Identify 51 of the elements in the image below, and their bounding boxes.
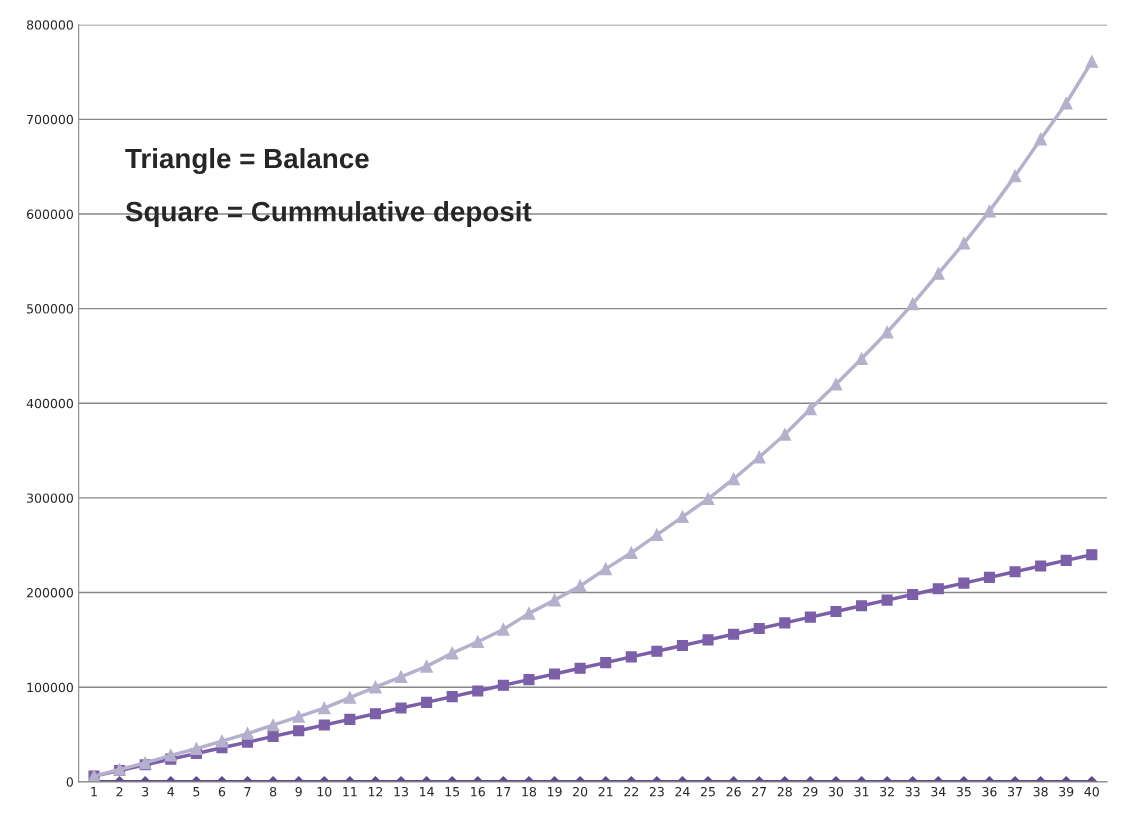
x-tick-label: 40 [1084,786,1099,797]
x-tick-label: 7 [244,787,251,797]
x-tick-label: 26 [726,786,741,797]
x-tick-label: 21 [598,786,613,797]
x-tick-label: 23 [649,786,664,797]
x-tick-label: 30 [828,786,844,797]
y-tick-label: 100000 [27,682,73,693]
x-tick-label: 4 [167,787,175,797]
x-tick-label: 6 [218,786,226,797]
y-tick-label: 500000 [27,304,73,314]
x-tick-label: 8 [269,786,277,797]
y-tick-label: 0 [66,777,73,787]
x-tick-label: 32 [880,786,894,797]
x-tick-label: 35 [956,786,971,797]
y-tick-label: 200000 [27,588,73,598]
x-tick-label: 24 [675,786,690,797]
x-tick-label: 38 [1033,786,1048,797]
x-tick-label: 29 [803,786,818,797]
x-tick-label: 9 [295,786,302,797]
x-tick-label: 11 [343,787,357,797]
x-tick-label: 25 [701,786,715,797]
x-tick-label: 20 [573,786,588,797]
x-tick-label: 18 [522,786,537,797]
x-tick-label: 14 [420,787,434,797]
x-tick-label: 37 [1008,786,1022,797]
y-tick-label: 600000 [26,209,73,219]
x-tick-label: 13 [394,786,408,797]
y-tick-label: 300000 [27,493,73,503]
x-tick-label: 3 [142,786,149,797]
y-tick-label: 700000 [27,114,73,125]
x-tick-label: 16 [471,786,485,797]
x-tick-label: 19 [547,786,562,797]
annotation: Square = Cummulative deposit [125,201,532,227]
x-tick-label: 22 [624,786,638,797]
x-tick-label: 2 [116,786,123,797]
x-tick-label: 36 [982,786,997,797]
x-tick-label: 34 [931,786,946,797]
x-tick-label: 1 [91,787,97,797]
x-tick-label: 28 [777,786,792,797]
x-tick-label: 5 [193,787,200,797]
annotation: Triangle = Balance [125,147,369,174]
y-tick-label: 800000 [26,20,73,30]
y-tick-label: 400000 [26,398,73,409]
x-tick-label: 33 [905,786,920,797]
x-tick-label: 15 [445,787,460,797]
x-tick-label: 10 [317,786,332,797]
x-tick-label: 39 [1059,786,1074,797]
x-tick-label: 31 [854,786,869,797]
x-tick-label: 27 [752,786,767,797]
x-tick-label: 12 [368,786,383,797]
x-tick-label: 17 [496,787,511,797]
